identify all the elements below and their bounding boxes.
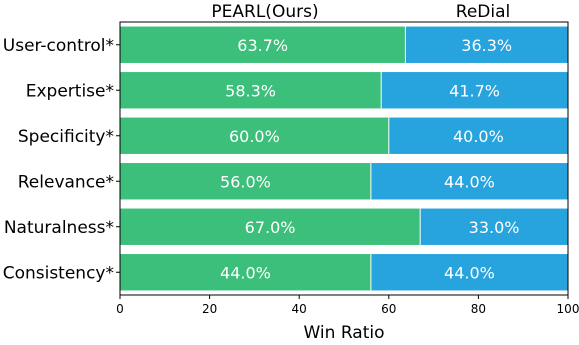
category-label-0: User-control* <box>3 36 114 56</box>
data-label-redial-5: 44.0% <box>444 263 495 282</box>
bar-redial-1 <box>381 72 568 109</box>
bar-redial-3 <box>370 163 568 200</box>
data-label-redial-3: 44.0% <box>444 172 495 191</box>
plot-frame <box>119 21 569 296</box>
data-label-redial-1: 41.7% <box>449 81 500 100</box>
data-label-redial-0: 36.3% <box>461 36 512 55</box>
series-headers: PEARL(Ours) ReDial <box>211 2 510 22</box>
bar-redial-2 <box>388 117 568 154</box>
bar-pearl-0 <box>120 26 406 63</box>
bar-pearl-1 <box>120 72 382 109</box>
series-header-redial: ReDial <box>456 2 510 22</box>
category-label-3: Relevance* <box>18 172 114 192</box>
bar-redial-4 <box>420 208 568 245</box>
x-tick-label-4: 80 <box>471 302 486 316</box>
x-axis-label: Win Ratio <box>304 323 385 343</box>
data-label-pearl-3: 56.0% <box>220 172 271 191</box>
category-labels: User-control* Expertise* Specificity* Relev… <box>3 36 114 284</box>
bar-pearl-2 <box>120 117 389 154</box>
bars-group: 63.7% 36.3% 58.3% 41.7% 60.0% 40.0% 56.0% 44.0%… <box>120 26 568 291</box>
bar-redial-0 <box>405 26 568 63</box>
data-label-pearl-2: 60.0% <box>229 127 280 146</box>
data-label-pearl-5: 44.0% <box>220 263 271 282</box>
bar-pearl-5 <box>120 254 371 291</box>
data-label-redial-2: 40.0% <box>453 127 504 146</box>
x-tick-label-0: 0 <box>116 302 124 316</box>
x-axis: 0 20 40 60 80 100 <box>116 44 579 316</box>
series-header-pearl: PEARL(Ours) <box>211 2 318 22</box>
bar-pearl-4 <box>120 208 421 245</box>
category-label-4: Naturalness* <box>4 218 114 238</box>
data-label-redial-4: 33.0% <box>469 218 520 237</box>
category-label-5: Consistency* <box>3 263 114 283</box>
data-label-pearl-4: 67.0% <box>245 218 296 237</box>
x-tick-label-1: 20 <box>202 302 217 316</box>
data-label-pearl-1: 58.3% <box>225 81 276 100</box>
x-tick-label-2: 40 <box>292 302 307 316</box>
category-label-2: Specificity* <box>18 127 114 147</box>
bar-pearl-3 <box>120 163 371 200</box>
category-label-1: Expertise* <box>26 81 114 101</box>
x-tick-label-5: 100 <box>557 302 579 316</box>
bar-redial-5 <box>370 254 568 291</box>
data-label-pearl-0: 63.7% <box>237 36 288 55</box>
x-tick-label-3: 60 <box>381 302 396 316</box>
